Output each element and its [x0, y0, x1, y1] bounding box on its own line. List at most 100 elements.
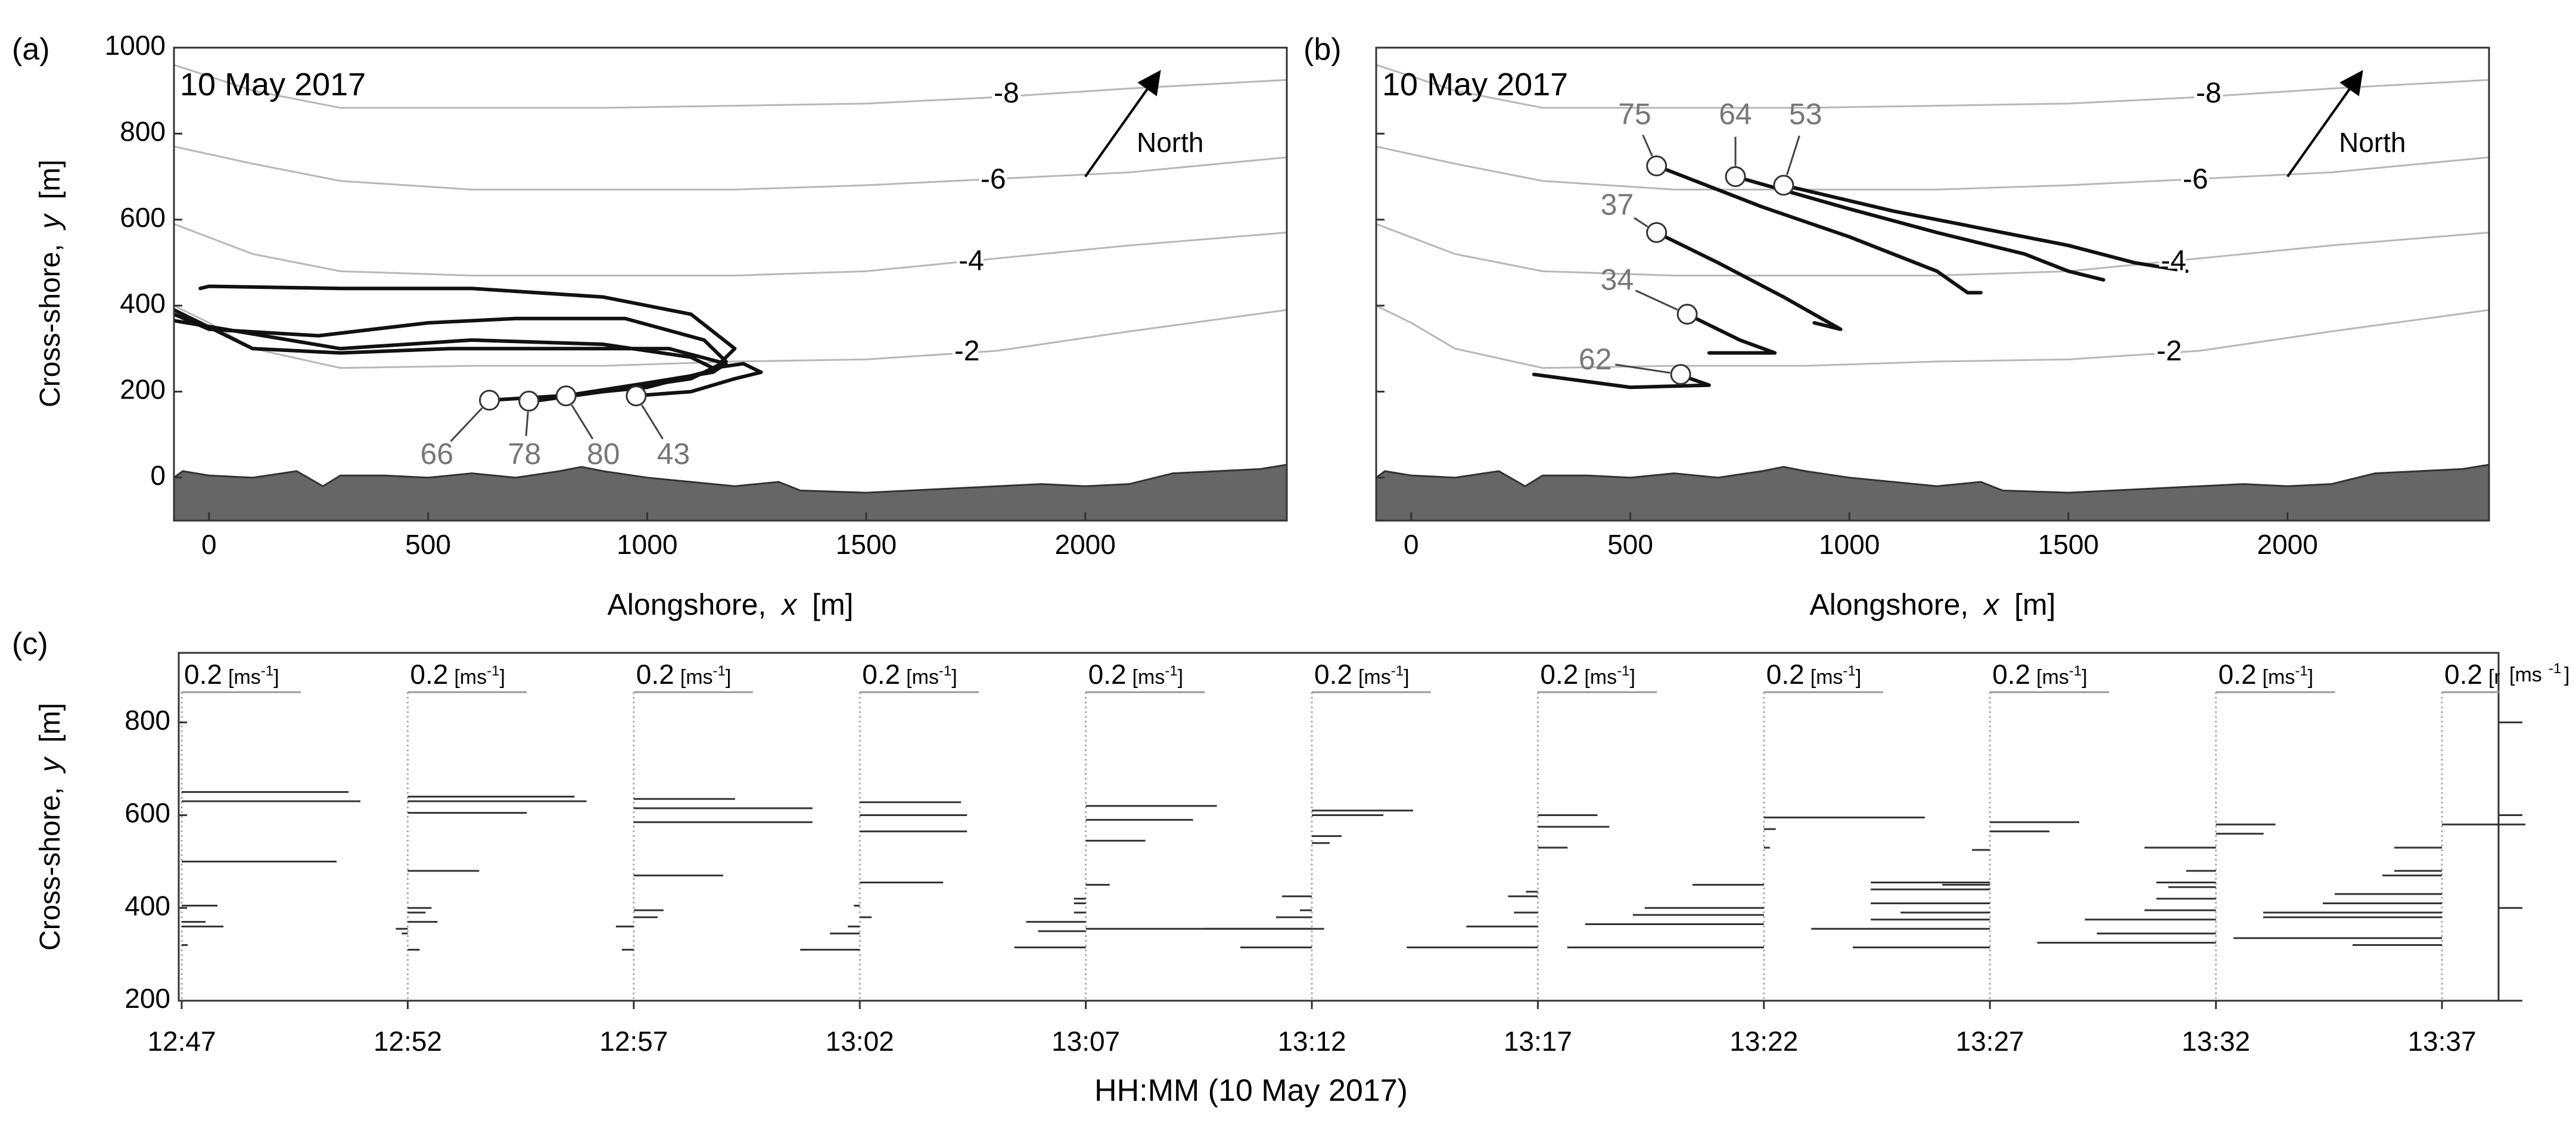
- c-scale-value-7: 0.2: [1766, 659, 1805, 690]
- a-y-tick-label-2: 400: [120, 288, 166, 319]
- panel-b-x-axis-var: x: [1983, 588, 2000, 621]
- a-drifter-label-3: 43: [657, 437, 690, 471]
- c-scale-unit-exp-3: -1: [939, 663, 951, 679]
- c-scale-unit-close-6: ]: [1629, 666, 1635, 689]
- b-x-tick-label-4: 2000: [2257, 529, 2318, 560]
- panel-c-x-axis-title: HH:MM (10 May 2017): [1094, 1073, 1408, 1108]
- c-scale-unit-close-5: ]: [1404, 666, 1409, 689]
- b-drifter-track-0: [1654, 164, 1983, 295]
- panel-b-x-axis-prefix: Alongshore,: [1809, 588, 1968, 621]
- c-scale-label-3: 0.2 [ms-1]: [862, 659, 957, 690]
- a-drifter-leader-0: [450, 407, 483, 442]
- c-scale-unit-exp-8: -1: [2069, 663, 2082, 679]
- c-scale-label-0: 0.2 [ms-1]: [184, 659, 279, 690]
- b-drifter-marker-3: [1646, 222, 1667, 243]
- b-contour-2: [1376, 145, 2489, 191]
- panel-a-y-axis-var: y: [35, 213, 66, 231]
- a-y-tick-label-0: 0: [150, 460, 166, 491]
- c-scale-unit-0: [ms: [228, 666, 261, 689]
- a-contour-label-1: -4: [959, 245, 984, 277]
- b-drifter-track-5: [1532, 372, 1711, 390]
- panel-a-y-axis-prefix: Cross-shore,: [35, 244, 66, 407]
- c-y-tick-label-2: 600: [125, 798, 170, 829]
- a-contour-label-0: -2: [954, 335, 980, 367]
- b-drifter-label-4: 34: [1601, 263, 1634, 297]
- b-x-tick-label-0: 0: [1404, 529, 1419, 560]
- b-drifter-label-1: 64: [1719, 98, 1752, 131]
- b-drifter-leader-5: [1615, 363, 1670, 374]
- a-contour-1: [174, 223, 1287, 277]
- panel-b-x-axis-title: Alongshore, x [m]: [1809, 588, 2055, 621]
- a-contour-3: [174, 64, 1287, 109]
- c-scale-unit-5: [ms: [1358, 666, 1391, 689]
- c-scale-unit-close-4: ]: [1178, 666, 1183, 689]
- c-scale-unit-6: [ms: [1584, 666, 1617, 689]
- panel-a-date-label: 10 May 2017: [180, 67, 366, 102]
- c-scale-unit-7: [ms: [1810, 666, 1843, 689]
- a-contour-label-2: -6: [981, 163, 1006, 195]
- c-scale-unit-exp-4: -1: [1165, 663, 1177, 679]
- c-scale-value-0: 0.2: [184, 659, 222, 690]
- a-drifter-leader-3: [641, 404, 664, 440]
- c-scale-unit-close-3: ]: [951, 666, 957, 689]
- panel-c: (c) 0.2 [ms-1] 0.2 [ms-1] 0.2 [ms-1] 0.2 [ms-1]…: [12, 627, 2576, 1108]
- c-scale-unit-3: [ms: [906, 666, 939, 689]
- c-scale-value-5: 0.2: [1314, 659, 1352, 690]
- b-contour-label-3: -8: [2196, 77, 2222, 109]
- b-north-arrow: [2286, 70, 2363, 178]
- panel-a: (a) -2 -4 -6 -8 66 78 80 43 0 500 1000 1500 2000 0 200…: [12, 30, 1288, 621]
- a-drifter-label-1: 78: [508, 437, 542, 471]
- b-x-tick-label-1: 500: [1607, 529, 1653, 560]
- c-time-label-8: 13:27: [1956, 1026, 2024, 1057]
- panel-b-axes-frame: [1375, 46, 2490, 522]
- a-drifter-track-3: [174, 319, 763, 398]
- c-time-label-10: 13:37: [2407, 1026, 2476, 1057]
- a-y-tick-label-5: 1000: [105, 30, 166, 61]
- b-drifter-marker-0: [1646, 155, 1667, 176]
- b-drifter-marker-2: [1773, 175, 1794, 196]
- c-scale-value-9: 0.2: [2219, 659, 2257, 690]
- panel-a-x-axis-var: x: [780, 588, 798, 621]
- c-scale-unit-2: [ms: [680, 666, 713, 689]
- b-contour-label-1: -4: [2161, 245, 2186, 277]
- c-scale-label-6: 0.2 [ms-1]: [1540, 659, 1635, 690]
- panel-c-y-axis-title: Cross-shore, y [m]: [35, 703, 66, 951]
- panel-c-plot-area: 0.2 [ms-1] 0.2 [ms-1] 0.2 [ms-1] 0.2 [ms-1] 0.2[…: [181, 659, 2561, 1001]
- b-contour-1: [1376, 223, 2489, 277]
- c-scale-label-8: 0.2 [ms-1]: [1992, 659, 2087, 690]
- a-x-tick-label-3: 1500: [836, 529, 897, 560]
- c-y-tick-label-0: 200: [125, 983, 170, 1014]
- c-y-tick-label-3: 800: [125, 705, 170, 736]
- a-x-tick-label-0: 0: [201, 529, 217, 560]
- a-x-tick-label-1: 500: [405, 529, 451, 560]
- panel-c-axes: 12:47 12:52 12:57 13:02 13:07 13:12 13:17 13:22…: [125, 652, 2576, 1057]
- panel-c-y-axis-var: y: [35, 756, 66, 774]
- b-drifter-marker-1: [1725, 166, 1746, 188]
- c-scale-unit-close-7: ]: [1856, 666, 1861, 689]
- a-drifter-track-1: [174, 312, 728, 404]
- b-drifter-leader-0: [1642, 134, 1653, 157]
- b-contour-label-0: -2: [2157, 335, 2182, 367]
- panel-a-axes-frame: [173, 46, 1288, 522]
- c-scale-unit-9: [ms: [2263, 666, 2295, 689]
- b-drifter-leader-3: [1634, 217, 1648, 228]
- a-drifter-label-2: 80: [587, 437, 620, 471]
- a-drifter-label-0: 66: [420, 437, 453, 471]
- c-scale-unit-exp-1: -1: [487, 663, 499, 679]
- a-drifter-leader-2: [571, 404, 594, 440]
- a-x-tick-label-2: 1000: [617, 529, 677, 560]
- c-overflow-mask: [2500, 652, 2576, 702]
- b-drifter-label-0: 75: [1618, 98, 1651, 131]
- b-drifter-leader-2: [1785, 135, 1800, 176]
- c-time-label-1: 12:52: [374, 1026, 442, 1057]
- c-scale-unit-exp-0: -1: [261, 663, 273, 679]
- c-scale-unit-1: [ms: [454, 666, 487, 689]
- a-y-tick-label-3: 600: [120, 202, 166, 233]
- panel-a-y-axis-unit: [m]: [35, 160, 66, 200]
- b-drifter-label-3: 37: [1601, 188, 1634, 221]
- panel-a-y-axis-title: Cross-shore, y [m]: [35, 160, 66, 407]
- b-contour-label-2: -6: [2183, 163, 2208, 195]
- panel-b: (b) -2 -4 -6 -8 75 64 53 37 34 62 0 500 1000 1500 2000…: [1303, 32, 2490, 621]
- panel-b-plot-area: [1376, 64, 2489, 521]
